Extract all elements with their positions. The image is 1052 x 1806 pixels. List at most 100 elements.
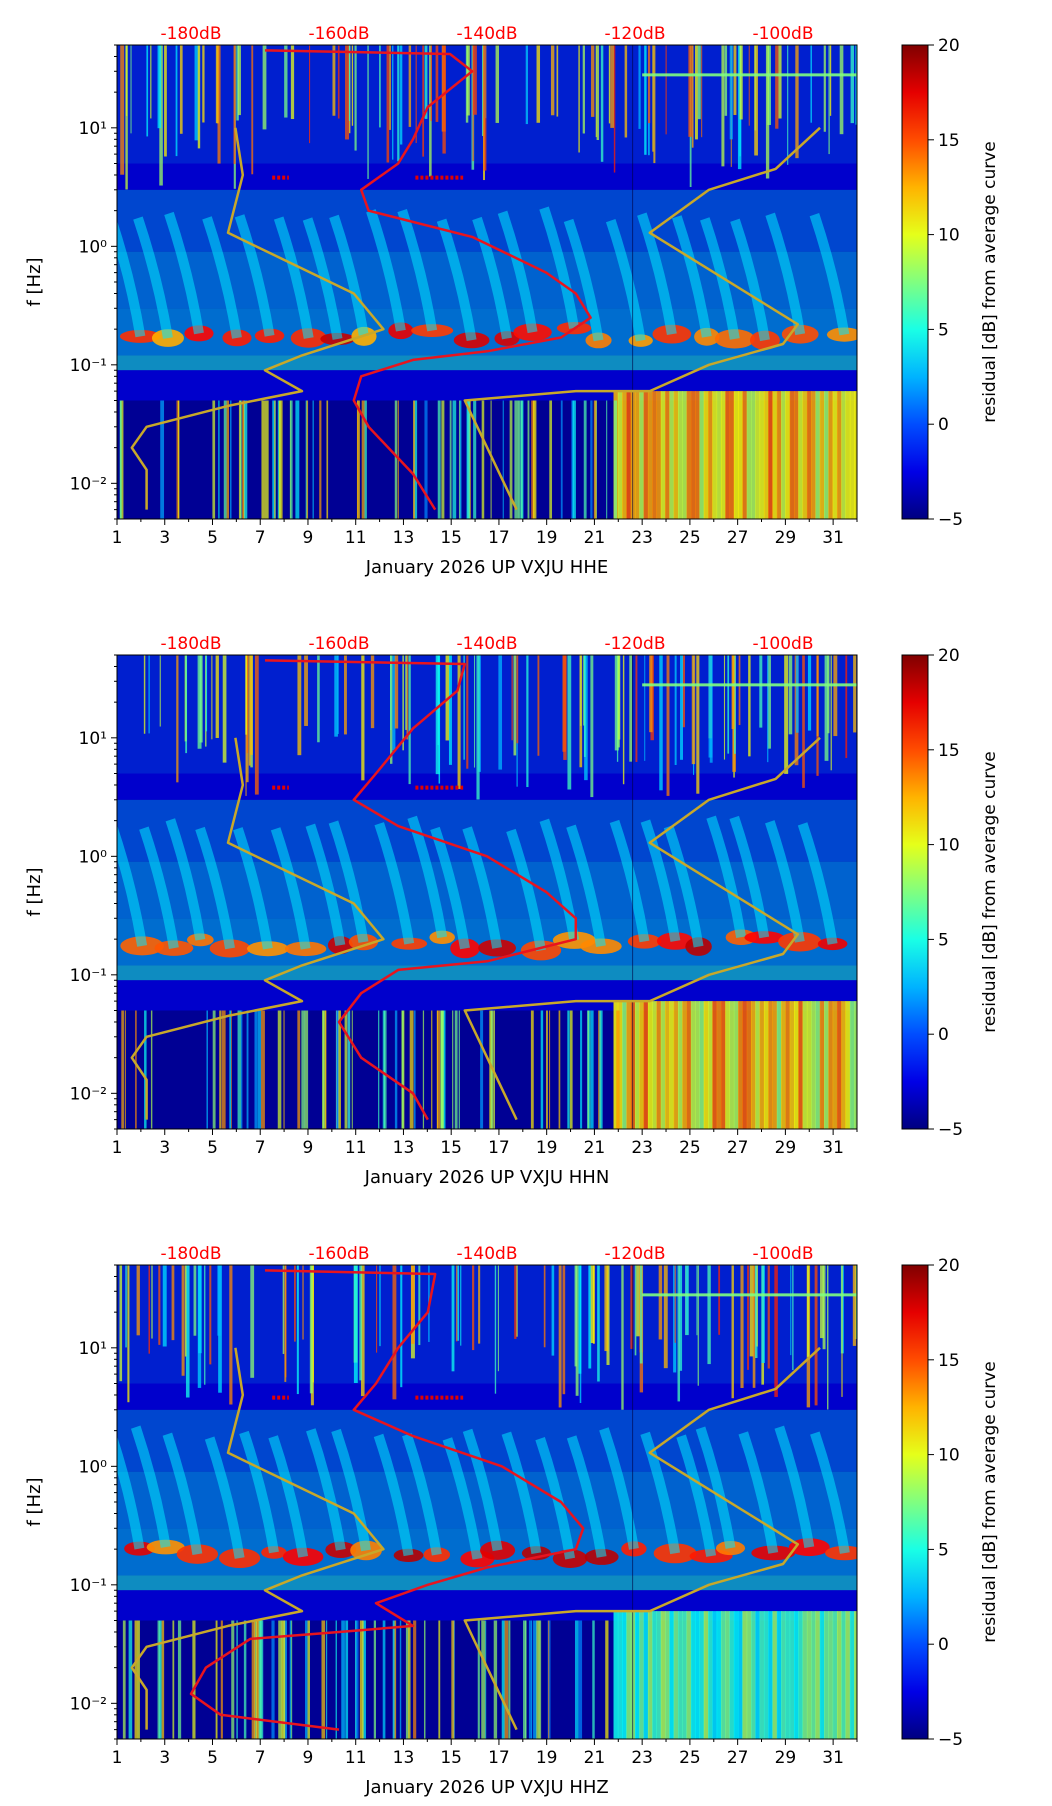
- x-tick-label: 15: [440, 1748, 462, 1768]
- x-tick-label: 13: [393, 528, 415, 548]
- x-tick-label: 29: [775, 1138, 797, 1158]
- x-tick-label: 25: [679, 1138, 701, 1158]
- colorbar-tick-label: 0: [938, 1635, 949, 1655]
- y-axis-label: f [Hz]: [24, 867, 45, 916]
- x-tick-label: 11: [345, 1748, 367, 1768]
- x-tick-label: 19: [536, 1138, 558, 1158]
- colorbar-tick-label: 15: [938, 1351, 960, 1371]
- x-axis-label: January 2026 UP VXJU HHZ: [364, 1777, 609, 1798]
- heatmap: [117, 1265, 857, 1739]
- red-noise-curve: [264, 659, 578, 1121]
- x-tick-label: 25: [679, 1748, 701, 1768]
- x-axis-label: January 2026 UP VXJU HHN: [364, 1167, 610, 1188]
- gold-model-curve-1: [130, 127, 385, 510]
- colorbar-tick-label: 15: [938, 131, 960, 151]
- x-tick-label: 11: [345, 528, 367, 548]
- y-tick-label: 10⁰: [79, 847, 108, 867]
- x-tick-label: 7: [255, 528, 266, 548]
- x-tick-label: 21: [584, 1748, 606, 1768]
- x-tick-label: 9: [303, 1748, 314, 1768]
- colorbar-label: residual [dB] from average curve: [980, 141, 1000, 422]
- colorbar-tick-label: 20: [938, 646, 960, 666]
- x-tick-label: 11: [345, 1138, 367, 1158]
- db-tick-label: -120dB: [604, 634, 665, 654]
- x-tick-label: 7: [255, 1138, 266, 1158]
- db-tick-label: -120dB: [604, 1244, 665, 1264]
- colorbar-tick-label: −5: [938, 1120, 963, 1140]
- y-tick-label: 10¹: [79, 729, 107, 749]
- x-tick-label: 17: [488, 528, 510, 548]
- colorbar-tick-label: 0: [938, 415, 949, 435]
- y-tick-label: 10⁻¹: [70, 356, 107, 376]
- colorbar-1: 20 15 10 5 0 −5 residual [dB] from average cur…: [901, 36, 1000, 530]
- x-tick-label: 31: [822, 1138, 844, 1158]
- colorbar-label: residual [dB] from average curve: [980, 1361, 1000, 1642]
- colorbar-tick-label: 5: [938, 1540, 949, 1560]
- colorbar-tick-label: 0: [938, 1025, 949, 1045]
- colorbar-2: 20 15 10 5 0 −5 residual [dB] from average cur…: [901, 646, 1000, 1140]
- x-tick-label: 13: [393, 1748, 415, 1768]
- db-tick-label: -160dB: [308, 634, 369, 654]
- y-axis-label: f [Hz]: [24, 257, 45, 306]
- db-tick-label: -100dB: [752, 634, 813, 654]
- db-tick-label: -160dB: [308, 24, 369, 44]
- x-tick-label: 21: [584, 528, 606, 548]
- x-tick-label: 19: [536, 1748, 558, 1768]
- db-tick-label: -140dB: [456, 24, 517, 44]
- db-tick-label: -180dB: [160, 1244, 221, 1264]
- x-tick-label: 1: [112, 1748, 123, 1768]
- colorbar-tick-label: −5: [938, 1730, 963, 1750]
- x-tick-label: 31: [822, 528, 844, 548]
- x-tick-label: 5: [207, 1748, 218, 1768]
- colorbar-tick-label: 20: [938, 1256, 960, 1276]
- x-tick-label: 13: [393, 1138, 415, 1158]
- gold-model-curve-1: [130, 737, 385, 1120]
- db-tick-label: -180dB: [160, 24, 221, 44]
- x-tick-label: 27: [727, 1748, 749, 1768]
- gold-model-curve-2: [463, 736, 821, 1121]
- x-tick-label: 23: [631, 1748, 653, 1768]
- x-tick-label: 9: [303, 1138, 314, 1158]
- x-tick-label: 7: [255, 1748, 266, 1768]
- x-tick-label: 5: [207, 1138, 218, 1158]
- y-tick-label: 10⁰: [79, 1457, 108, 1477]
- gold-model-curve-2: [463, 126, 821, 511]
- x-tick-label: 15: [440, 1138, 462, 1158]
- x-tick-label: 3: [159, 1138, 170, 1158]
- x-tick-label: 25: [679, 528, 701, 548]
- gold-model-curve-1: [130, 1347, 385, 1730]
- colorbar-3: 20 15 10 5 0 −5 residual [dB] from average cur…: [901, 1256, 1000, 1750]
- db-tick-label: -180dB: [160, 634, 221, 654]
- x-tick-label: 19: [536, 528, 558, 548]
- colorbar-tick-label: 5: [938, 320, 949, 340]
- y-tick-label: 10⁻²: [70, 1694, 107, 1714]
- y-tick-label: 10¹: [79, 119, 107, 139]
- x-tick-label: 21: [584, 1138, 606, 1158]
- x-tick-label: 31: [822, 1748, 844, 1768]
- x-tick-label: 15: [440, 528, 462, 548]
- db-tick-label: -140dB: [456, 1244, 517, 1264]
- db-tick-label: -120dB: [604, 24, 665, 44]
- x-tick-label: 29: [775, 528, 797, 548]
- x-axis-label: January 2026 UP VXJU HHE: [365, 557, 609, 578]
- y-tick-label: 10⁻¹: [70, 1576, 107, 1596]
- db-tick-label: -100dB: [752, 1244, 813, 1264]
- db-tick-label: -100dB: [752, 24, 813, 44]
- y-tick-label: 10⁰: [79, 237, 108, 257]
- colorbar-tick-label: 10: [938, 226, 960, 246]
- heatmap: [117, 655, 857, 1129]
- colorbar-tick-label: 10: [938, 1446, 960, 1466]
- x-tick-label: 17: [488, 1748, 510, 1768]
- x-tick-label: 1: [112, 1138, 123, 1158]
- colorbar-tick-label: 20: [938, 36, 960, 56]
- colorbar-tick-label: 5: [938, 930, 949, 950]
- x-tick-label: 5: [207, 528, 218, 548]
- db-tick-label: -140dB: [456, 634, 517, 654]
- x-tick-label: 23: [631, 1138, 653, 1158]
- x-tick-label: 3: [159, 528, 170, 548]
- x-tick-label: 3: [159, 1748, 170, 1768]
